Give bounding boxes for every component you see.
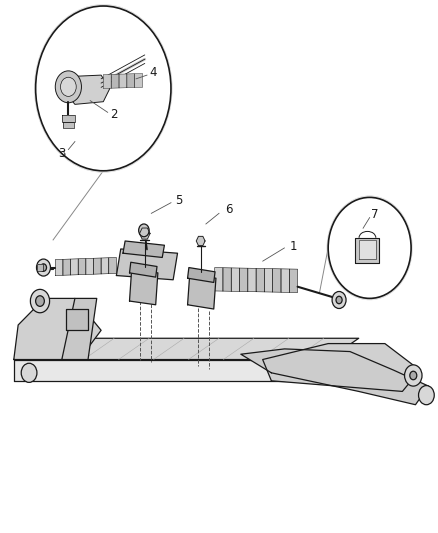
Circle shape bbox=[21, 364, 37, 382]
Polygon shape bbox=[359, 240, 376, 259]
Polygon shape bbox=[265, 269, 273, 292]
Polygon shape bbox=[123, 241, 164, 257]
Text: 6: 6 bbox=[226, 203, 233, 216]
Polygon shape bbox=[14, 298, 101, 360]
Polygon shape bbox=[14, 360, 328, 381]
Circle shape bbox=[328, 197, 411, 298]
Polygon shape bbox=[140, 228, 150, 239]
Polygon shape bbox=[71, 259, 78, 275]
Polygon shape bbox=[263, 344, 420, 391]
Text: 1: 1 bbox=[290, 240, 297, 253]
Circle shape bbox=[35, 296, 44, 306]
Polygon shape bbox=[281, 269, 289, 293]
Polygon shape bbox=[64, 75, 110, 104]
Circle shape bbox=[36, 259, 50, 276]
Polygon shape bbox=[78, 259, 86, 274]
Polygon shape bbox=[62, 115, 75, 122]
Polygon shape bbox=[256, 268, 265, 292]
Polygon shape bbox=[119, 74, 127, 88]
Polygon shape bbox=[109, 257, 117, 273]
Polygon shape bbox=[63, 259, 71, 275]
Polygon shape bbox=[289, 269, 297, 293]
Polygon shape bbox=[215, 268, 223, 291]
Polygon shape bbox=[241, 349, 428, 405]
Text: 7: 7 bbox=[371, 208, 378, 221]
Circle shape bbox=[35, 6, 171, 171]
Circle shape bbox=[327, 196, 413, 300]
Polygon shape bbox=[356, 238, 379, 263]
Circle shape bbox=[336, 296, 342, 304]
Circle shape bbox=[60, 77, 76, 96]
Polygon shape bbox=[103, 75, 111, 88]
Polygon shape bbox=[111, 74, 119, 88]
Polygon shape bbox=[66, 309, 88, 330]
Polygon shape bbox=[14, 338, 359, 360]
Polygon shape bbox=[273, 269, 281, 292]
Polygon shape bbox=[240, 268, 248, 292]
Polygon shape bbox=[248, 268, 256, 292]
Polygon shape bbox=[101, 258, 109, 274]
Polygon shape bbox=[86, 259, 93, 274]
Polygon shape bbox=[231, 268, 240, 292]
Circle shape bbox=[55, 71, 81, 103]
Circle shape bbox=[410, 371, 417, 379]
Polygon shape bbox=[130, 269, 158, 305]
Polygon shape bbox=[127, 74, 135, 88]
Circle shape bbox=[405, 365, 422, 386]
Polygon shape bbox=[62, 298, 97, 360]
Circle shape bbox=[332, 292, 346, 309]
Text: 5: 5 bbox=[175, 193, 183, 207]
Circle shape bbox=[34, 4, 172, 172]
Polygon shape bbox=[135, 74, 143, 87]
Text: 4: 4 bbox=[150, 67, 157, 79]
Circle shape bbox=[419, 385, 434, 405]
Text: 2: 2 bbox=[110, 109, 118, 122]
Circle shape bbox=[139, 224, 149, 237]
Polygon shape bbox=[187, 268, 215, 282]
Polygon shape bbox=[196, 236, 205, 246]
Circle shape bbox=[30, 289, 49, 313]
Polygon shape bbox=[130, 262, 157, 277]
Polygon shape bbox=[117, 249, 177, 280]
Polygon shape bbox=[55, 260, 63, 276]
Polygon shape bbox=[37, 264, 43, 271]
Polygon shape bbox=[63, 122, 74, 128]
Polygon shape bbox=[223, 268, 231, 291]
Polygon shape bbox=[187, 274, 216, 309]
Circle shape bbox=[40, 264, 46, 271]
Text: 3: 3 bbox=[58, 147, 66, 160]
Polygon shape bbox=[93, 258, 101, 274]
